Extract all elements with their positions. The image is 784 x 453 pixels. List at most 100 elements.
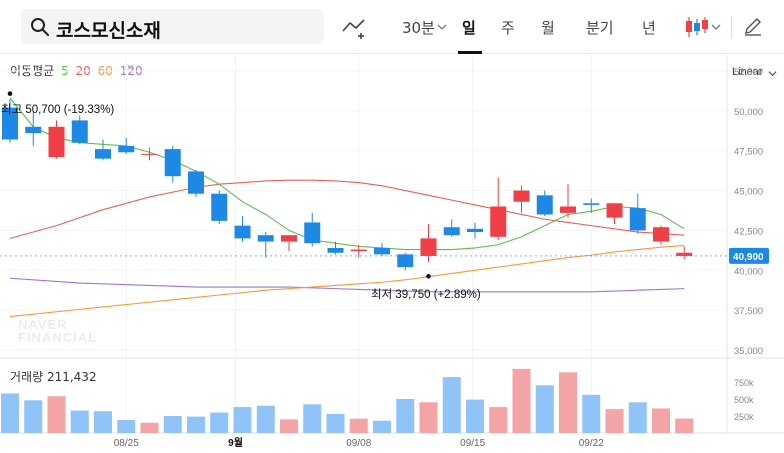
watermark-line2: FINANCIAL xyxy=(18,330,98,345)
volume-bar xyxy=(466,399,484,433)
toolbar-divider xyxy=(731,16,732,38)
y-tick-label: 42,500 xyxy=(734,226,763,237)
volume-bar xyxy=(163,415,182,433)
candle-body xyxy=(304,222,321,244)
y-tick-label: 45,000 xyxy=(734,187,763,198)
chevron-down-icon xyxy=(768,71,777,77)
low-annotation: 최저 39,750 (+2.89%) xyxy=(371,288,481,301)
period-day[interactable]: 일 xyxy=(462,19,476,37)
candle-body xyxy=(188,171,204,194)
period-week[interactable]: 주 xyxy=(501,19,515,37)
volume-bar xyxy=(559,372,577,433)
volume-bar xyxy=(652,408,670,433)
candle-body xyxy=(653,227,669,242)
candle-body xyxy=(397,254,414,268)
volume-bar xyxy=(256,405,275,433)
chart-toolbar: 코스모신소재 30분 일 주 월 분기 년 xyxy=(0,0,784,54)
period-30min[interactable]: 30분 xyxy=(402,19,435,37)
volume-bar xyxy=(326,413,345,433)
x-tick-label: 09/22 xyxy=(579,438,604,449)
ma20-line xyxy=(9,179,685,239)
volume-tick-label: 500k xyxy=(734,395,754,405)
candle-body xyxy=(141,153,158,155)
candle-body xyxy=(118,145,135,153)
candle-body xyxy=(629,208,646,231)
volume-bar xyxy=(628,402,647,433)
candle-body xyxy=(676,252,693,256)
last-price-tag xyxy=(729,247,769,264)
candle-body xyxy=(95,149,111,159)
compare-chart-icon[interactable] xyxy=(340,14,368,40)
candle-body xyxy=(513,190,530,202)
close-icon[interactable]: ✕ xyxy=(126,63,135,74)
volume-bar xyxy=(47,396,66,433)
y-tick-label: 40,000 xyxy=(734,266,763,277)
volume-bar xyxy=(442,377,461,433)
x-tick-label: 09/15 xyxy=(460,438,485,449)
x-tick-label: 08/25 xyxy=(114,438,139,449)
y-tick-label: 47,500 xyxy=(734,147,763,158)
last-price-label: 40,900 xyxy=(733,252,764,263)
volume-bar xyxy=(1,393,19,433)
volume-bar xyxy=(535,385,554,433)
scale-mode-label: Linear xyxy=(732,66,763,78)
high-annotation: 최고 50,700 (-19.33%) xyxy=(1,103,114,116)
volume-bar xyxy=(233,407,252,433)
period-month[interactable]: 월 xyxy=(541,19,555,37)
candle-body xyxy=(350,249,367,252)
candle-body xyxy=(211,193,228,221)
volume-bar xyxy=(210,412,229,433)
volume-bar xyxy=(70,410,89,433)
candlestick-type-icon[interactable] xyxy=(684,15,710,39)
stock-name: 코스모신소재 xyxy=(56,20,161,42)
active-period-indicator xyxy=(458,51,482,54)
candle-body xyxy=(257,235,274,242)
volume-bar xyxy=(24,400,43,433)
period-quarter[interactable]: 분기 xyxy=(586,19,614,37)
volume-bar xyxy=(373,420,391,433)
volume-bar xyxy=(117,420,136,433)
volume-bar xyxy=(582,394,601,433)
volume-bar xyxy=(489,407,508,433)
x-tick-label: 9월 xyxy=(228,437,243,449)
candle-body xyxy=(374,247,390,255)
candle-body xyxy=(48,126,65,158)
ma60-line xyxy=(9,245,685,318)
candle-body xyxy=(583,203,600,205)
low-marker xyxy=(426,274,431,279)
x-tick-label: 09/08 xyxy=(346,438,371,449)
candle-body xyxy=(25,126,42,134)
candle-body xyxy=(560,206,576,213)
candle-body xyxy=(443,227,460,236)
chevron-down-icon xyxy=(711,24,721,30)
volume-bar xyxy=(396,398,415,433)
volume-bar xyxy=(94,411,112,433)
candle-body xyxy=(164,149,181,177)
watermark-line1: NAVER xyxy=(18,317,68,332)
volume-legend-value: 211,432 xyxy=(46,370,97,384)
stock-search-box[interactable]: 코스모신소재 xyxy=(21,9,324,44)
candle-body xyxy=(490,206,507,237)
volume-bar xyxy=(187,416,205,433)
volume-bar xyxy=(280,419,298,433)
candle-body xyxy=(327,247,344,253)
ma120-line xyxy=(9,277,685,293)
scale-mode-select[interactable]: Linear xyxy=(732,66,777,78)
volume-legend-label: 거래량 xyxy=(10,370,44,384)
pencil-icon[interactable] xyxy=(742,15,764,37)
volume-tick-label: 750k xyxy=(734,378,754,388)
high-marker xyxy=(7,91,13,96)
candle-body xyxy=(420,238,437,256)
y-tick-label: 50,000 xyxy=(734,107,763,118)
volume-tick-label: 250k xyxy=(734,412,754,422)
volume-bar xyxy=(419,402,438,433)
candle-body xyxy=(2,107,18,140)
candle-body xyxy=(606,203,623,218)
volume-bar xyxy=(140,422,159,433)
watermark-logo: NAVER FINANCIAL xyxy=(18,318,97,344)
candle-body xyxy=(536,195,553,215)
period-year[interactable]: 년 xyxy=(642,19,656,37)
volume-legend: 거래량 211,432 xyxy=(10,368,97,385)
y-tick-label: 37,500 xyxy=(734,306,763,317)
